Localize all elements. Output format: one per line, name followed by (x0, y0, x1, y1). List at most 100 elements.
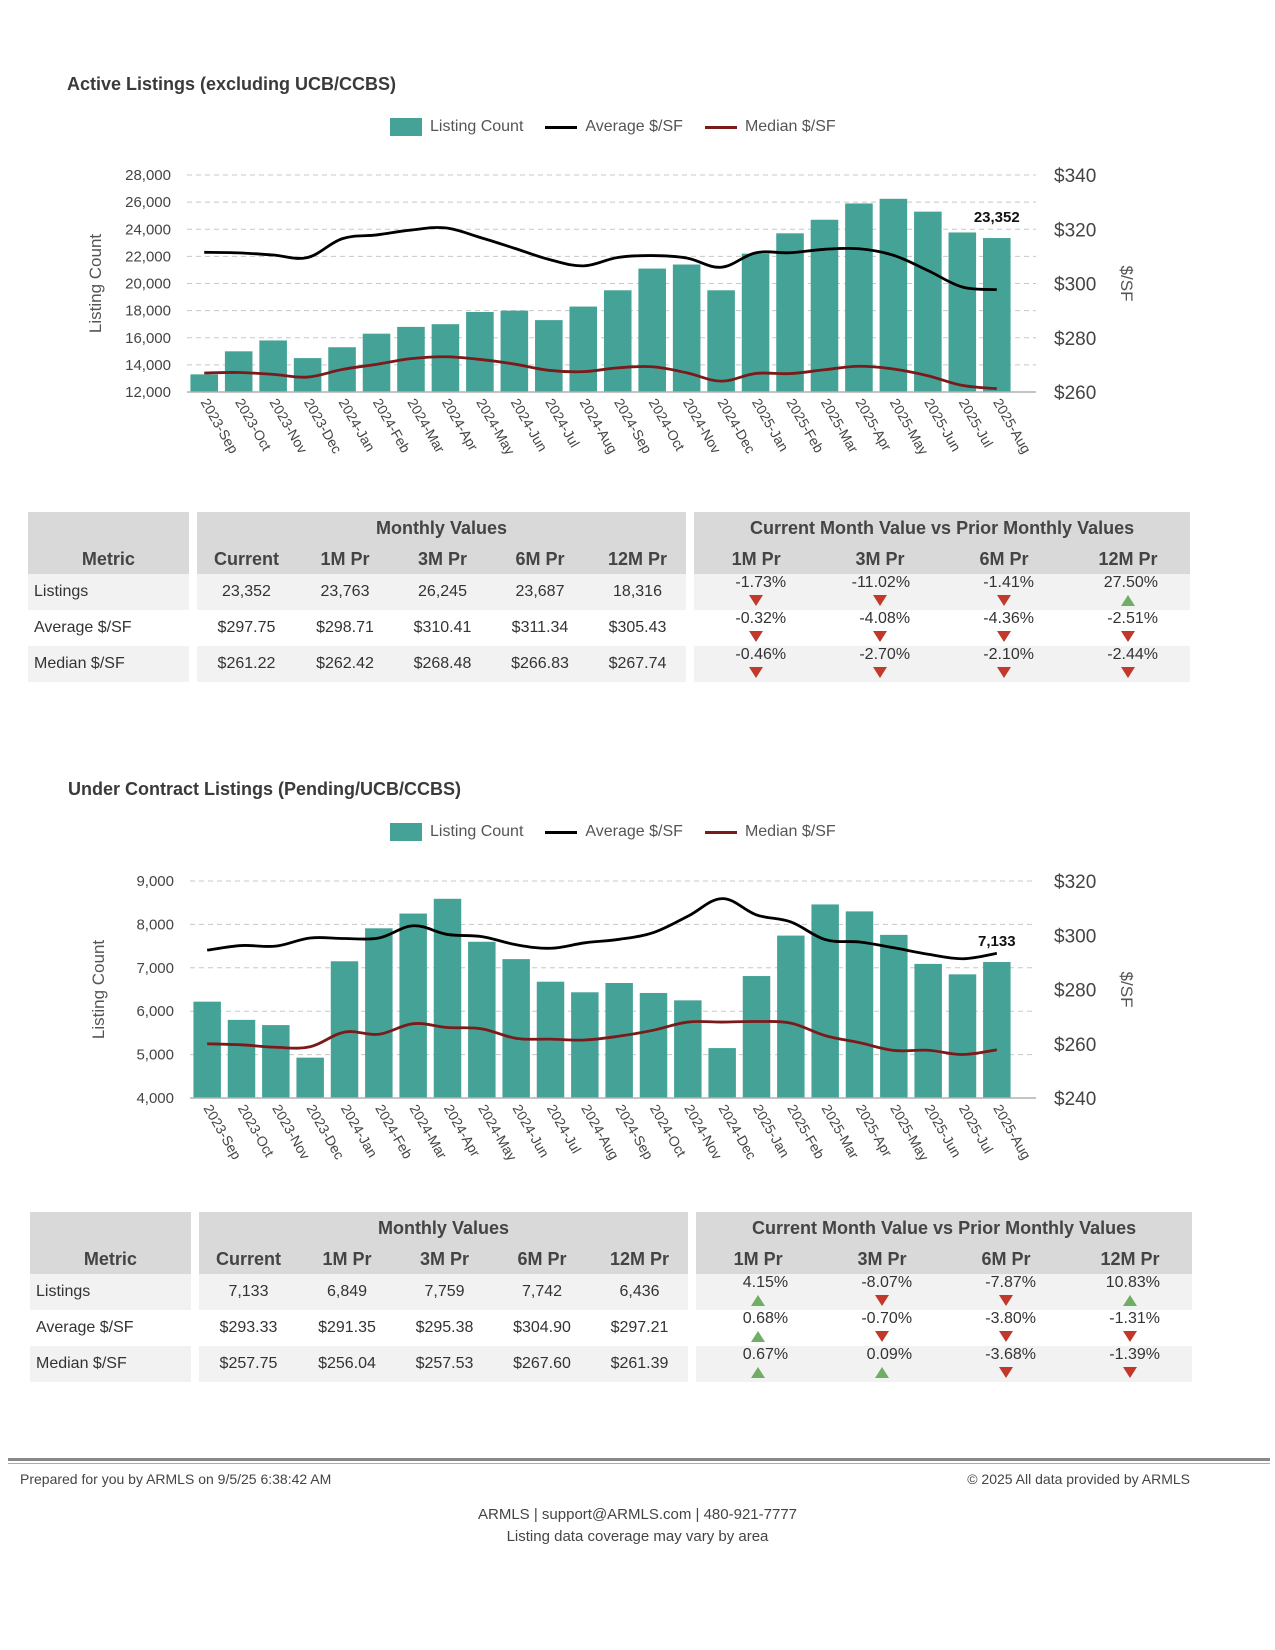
bar (259, 340, 287, 392)
legend-line-swatch (704, 125, 737, 129)
monthly-values-header: Monthly Values (196, 512, 687, 544)
change-value: 10.83% (1105, 1274, 1160, 1291)
metric-name: Listings (30, 1274, 191, 1310)
arrow-down-icon (1120, 631, 1135, 643)
change-value: -2.10% (983, 646, 1034, 663)
change-cell: -0.32% (694, 610, 819, 646)
y-tick-label: 5,000 (136, 1047, 174, 1064)
col-12m-change: 12M Pr (1067, 1244, 1192, 1274)
table-row: Average $/SF $293.33 $291.35 $295.38 $304.90… (30, 1310, 1192, 1346)
legend-line-swatch (704, 830, 737, 834)
change-cell: -8.07% (820, 1274, 945, 1310)
change-cell: -7.87% (944, 1274, 1068, 1310)
bar (983, 962, 1011, 1098)
comparison-header: Current Month Value vs Prior Monthly Val… (696, 1212, 1192, 1244)
arrow-down-icon (749, 631, 764, 643)
change-cell: -1.41% (942, 574, 1066, 610)
y-tick-label: 6,000 (136, 1003, 174, 1020)
arrow-down-icon (873, 667, 888, 679)
y2-tick-label: $280 (1054, 981, 1096, 1002)
change-cell: 0.09% (820, 1346, 945, 1382)
bar (810, 219, 839, 392)
table-row: Median $/SF $257.75 $256.04 $257.53 $267.60 $… (30, 1346, 1192, 1382)
change-cell: 27.50% (1065, 574, 1190, 610)
change-cell: -11.02% (818, 574, 943, 610)
value-cell: $304.90 (493, 1310, 591, 1346)
change-value: 27.50% (1103, 574, 1158, 591)
metric-header: Metric (28, 512, 189, 574)
change-cell: -2.51% (1065, 610, 1190, 646)
change-value: -4.08% (859, 610, 911, 627)
y2-tick-label: $320 (1054, 220, 1096, 241)
legend-line-swatch (545, 830, 578, 834)
y2-tick-label: $260 (1054, 383, 1096, 404)
legend-item-listing-count: Listing Count (390, 118, 523, 136)
change-cell: -2.44% (1065, 646, 1190, 682)
col-12m: 12M Pr (588, 544, 687, 574)
average-line (204, 226, 997, 292)
value-cell: $305.43 (588, 610, 687, 646)
metric-name: Median $/SF (30, 1346, 191, 1382)
table-row: Median $/SF $261.22 $262.42 $268.48 $266.83 $… (28, 646, 1190, 682)
contact-info: ARMLS | support@ARMLS.com | 480-921-7777 (478, 1506, 797, 1523)
legend-bar-swatch (390, 823, 422, 841)
bar (741, 253, 770, 392)
metric-header-label: Metric (81, 549, 135, 569)
comparison-header: Current Month Value vs Prior Monthly Val… (694, 512, 1190, 544)
value-cell: 6,849 (298, 1274, 396, 1310)
average-line (206, 897, 998, 961)
col-6m: 6M Pr (491, 544, 589, 574)
arrow-down-icon (996, 595, 1011, 607)
change-cell: -2.10% (942, 646, 1066, 682)
y-tick-label: 16,000 (125, 330, 171, 347)
value-cell: 18,316 (588, 574, 687, 610)
bar (638, 268, 666, 392)
y-tick-label: 4,000 (136, 1090, 174, 1107)
change-value: -7.87% (985, 1274, 1036, 1291)
col-6m-change: 6M Pr (942, 544, 1066, 574)
bar (982, 238, 1011, 392)
value-cell: $291.35 (298, 1310, 396, 1346)
change-cell: -1.73% (694, 574, 819, 610)
change-cell: 10.83% (1067, 1274, 1192, 1310)
chart-legend: Listing Count Average $/SF Median $/SF (390, 118, 836, 136)
change-value: 0.68% (742, 1310, 789, 1327)
y2-axis-label: $/SF (1117, 266, 1136, 302)
bar (500, 310, 529, 392)
change-value: -0.46% (735, 646, 787, 663)
change-value: -1.41% (983, 574, 1034, 591)
footer-divider (8, 1458, 1270, 1461)
y-tick-label: 7,000 (136, 960, 174, 977)
y2-tick-label: $300 (1054, 926, 1096, 947)
chart-title: Active Listings (excluding UCB/CCBS) (67, 74, 397, 94)
col-6m-change: 6M Pr (944, 1244, 1068, 1274)
bar (914, 963, 942, 1098)
change-value: -4.36% (983, 610, 1034, 627)
value-cell: $262.42 (296, 646, 394, 682)
col-12m: 12M Pr (590, 1244, 689, 1274)
bar (262, 1025, 290, 1098)
bar (742, 976, 771, 1098)
value-cell: $256.04 (298, 1346, 396, 1382)
arrow-up-icon (1120, 595, 1135, 607)
value-cell: $261.39 (590, 1346, 689, 1382)
col-1m: 1M Pr (298, 1244, 396, 1274)
value-cell: $261.22 (196, 646, 297, 682)
change-value: 0.09% (866, 1346, 913, 1363)
y2-tick-label: $300 (1054, 275, 1096, 296)
arrow-down-icon (875, 1295, 890, 1307)
bar (845, 203, 873, 392)
change-value: -0.70% (861, 1310, 913, 1327)
change-cell: -1.31% (1067, 1310, 1192, 1346)
bar (468, 941, 496, 1098)
value-cell: $257.53 (395, 1346, 494, 1382)
value-cell: 7,759 (395, 1274, 494, 1310)
change-value: -1.31% (1109, 1310, 1160, 1327)
table-row: Listings 23,352 23,763 26,245 23,687 18,316 -1… (28, 574, 1190, 610)
arrow-down-icon (998, 1367, 1013, 1379)
bar (227, 1019, 256, 1098)
col-1m-change: 1M Pr (696, 1244, 821, 1274)
value-cell: $267.74 (588, 646, 687, 682)
bar (190, 374, 219, 392)
legend-line-swatch (545, 125, 578, 129)
